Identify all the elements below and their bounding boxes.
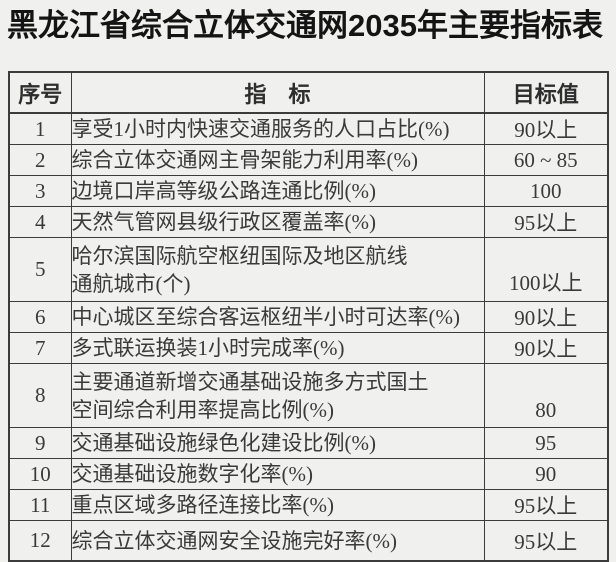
row-index-cell: 9 — [8, 427, 72, 459]
header-indicator: 指 标 — [70, 71, 485, 114]
row-target-cell: 95 — [483, 427, 609, 459]
table-row: 8 主要通道新增交通基础设施多方式国土 空间综合利用率提高比例(%) 80 — [8, 363, 609, 428]
page-title: 黑龙江省综合立体交通网2035年主要指标表 — [7, 8, 603, 43]
row-indicator-cell: 交通基础设施绿色化建设比例(%) — [70, 427, 485, 459]
table-row: 6 中心城区至综合客运枢纽半小时可达率(%) 90以上 — [8, 301, 609, 333]
table-row: 12 综合立体交通网安全设施完好率(%) 95以上 — [8, 520, 609, 562]
row-indicator-cell: 综合立体交通网主骨架能力利用率(%) — [70, 144, 485, 176]
row-indicator-cell: 重点区域多路径连接比率(%) — [70, 489, 485, 521]
row-target-cell: 90以上 — [483, 332, 609, 364]
row-index-cell: 3 — [8, 175, 72, 207]
row-index-cell: 5 — [8, 237, 72, 302]
table-row: 1 享受1小时内快速交通服务的人口占比(%) 90以上 — [8, 112, 609, 145]
table-row: 2 综合立体交通网主骨架能力利用率(%) 60 ~ 85 — [8, 144, 609, 176]
row-target-cell: 90以上 — [483, 301, 609, 333]
row-index-cell: 2 — [8, 144, 72, 176]
row-target-cell: 95以上 — [483, 520, 609, 562]
row-target-cell: 100 — [483, 175, 609, 207]
row-indicator-cell: 综合立体交通网安全设施完好率(%) — [70, 520, 485, 562]
row-indicator-cell: 享受1小时内快速交通服务的人口占比(%) — [70, 112, 485, 145]
row-target-cell: 95以上 — [483, 206, 609, 238]
row-index-cell: 7 — [8, 332, 72, 364]
row-index-cell: 12 — [8, 520, 72, 562]
table-header-row: 序号 指 标 目标值 — [8, 71, 609, 114]
row-indicator-cell: 交通基础设施数字化率(%) — [70, 458, 485, 490]
row-index-cell: 11 — [8, 489, 72, 521]
row-index-cell: 8 — [8, 363, 72, 428]
table-row: 4 天然气管网县级行政区覆盖率(%) 95以上 — [8, 206, 609, 238]
row-target-cell: 100以上 — [483, 237, 609, 302]
table-row: 5 哈尔滨国际航空枢纽国际及地区航线 通航城市(个) 100以上 — [8, 237, 609, 302]
header-index: 序号 — [8, 71, 72, 114]
row-target-cell: 90 — [483, 458, 609, 490]
indicator-table: 序号 指 标 目标值 1 享受1小时内快速交通服务的人口占比(%) 90以上 2… — [8, 71, 609, 562]
row-indicator-cell: 多式联运换装1小时完成率(%) — [70, 332, 485, 364]
table-row: 7 多式联运换装1小时完成率(%) 90以上 — [8, 332, 609, 364]
row-target-cell: 60 ~ 85 — [483, 144, 609, 176]
row-target-cell: 90以上 — [483, 112, 609, 145]
table-row: 11 重点区域多路径连接比率(%) 95以上 — [8, 489, 609, 521]
row-index-cell: 6 — [8, 301, 72, 333]
row-index-cell: 10 — [8, 458, 72, 490]
row-indicator-cell: 主要通道新增交通基础设施多方式国土 空间综合利用率提高比例(%) — [70, 363, 485, 428]
row-indicator-cell: 中心城区至综合客运枢纽半小时可达率(%) — [70, 301, 485, 333]
table-row: 9 交通基础设施绿色化建设比例(%) 95 — [8, 427, 609, 459]
row-target-cell: 80 — [483, 363, 609, 428]
row-indicator-cell: 边境口岸高等级公路连通比例(%) — [70, 175, 485, 207]
row-index-cell: 4 — [8, 206, 72, 238]
row-indicator-cell: 哈尔滨国际航空枢纽国际及地区航线 通航城市(个) — [70, 237, 485, 302]
row-index-cell: 1 — [8, 112, 72, 145]
header-target: 目标值 — [483, 71, 609, 114]
row-target-cell: 95以上 — [483, 489, 609, 521]
table-row: 10 交通基础设施数字化率(%) 90 — [8, 458, 609, 490]
row-indicator-cell: 天然气管网县级行政区覆盖率(%) — [70, 206, 485, 238]
table-row: 3 边境口岸高等级公路连通比例(%) 100 — [8, 175, 609, 207]
